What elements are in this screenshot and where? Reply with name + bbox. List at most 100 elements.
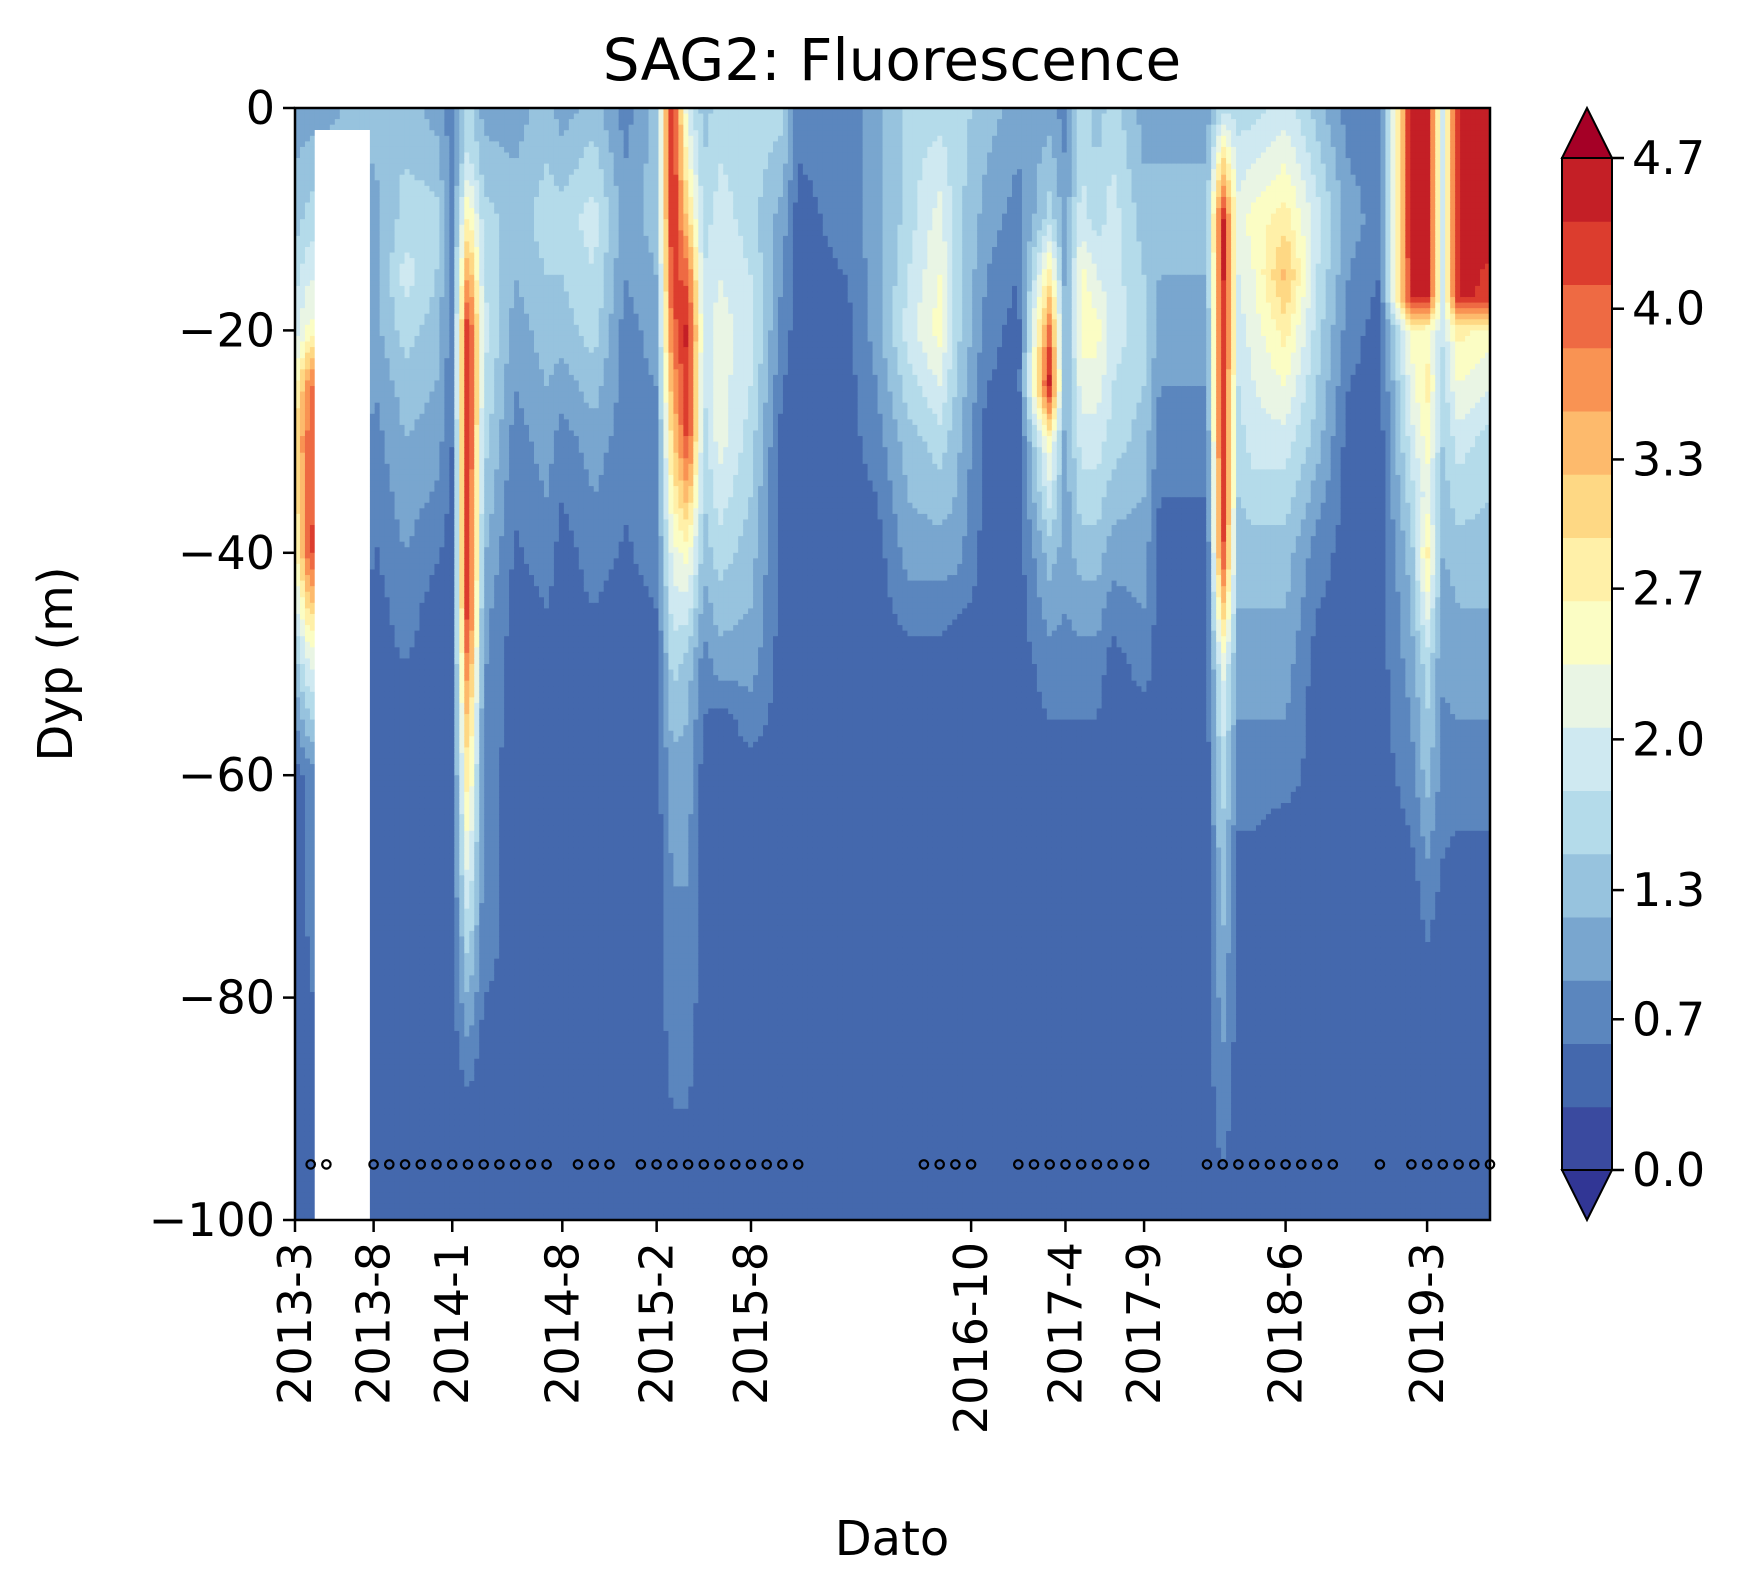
heatmap-cell	[310, 825, 316, 831]
heatmap-cell	[395, 397, 401, 403]
heatmap-cell	[395, 114, 401, 120]
heatmap-cell	[305, 675, 311, 681]
heatmap-cell	[405, 1131, 411, 1137]
heatmap-cell	[395, 253, 401, 259]
heatmap-cell	[370, 714, 376, 720]
heatmap-cell	[395, 1198, 401, 1204]
heatmap-cell	[375, 225, 381, 231]
heatmap-cell	[380, 975, 386, 981]
heatmap-cell	[380, 1181, 386, 1187]
heatmap-cell	[310, 481, 316, 487]
heatmap-cell	[415, 975, 421, 981]
heatmap-cell	[375, 959, 381, 965]
heatmap-cell	[370, 697, 376, 703]
heatmap-cell	[400, 686, 406, 692]
heatmap-cell	[305, 681, 311, 687]
heatmap-cell	[300, 1037, 306, 1043]
heatmap-cell	[415, 425, 421, 431]
heatmap-cell	[305, 708, 311, 714]
heatmap-cell	[380, 964, 386, 970]
heatmap-cell	[390, 753, 396, 759]
heatmap-cell	[310, 1120, 316, 1126]
heatmap-cell	[380, 136, 386, 142]
heatmap-cell	[415, 658, 421, 664]
heatmap-cell	[385, 1092, 391, 1098]
heatmap-cell	[370, 931, 376, 937]
heatmap-cell	[370, 336, 376, 342]
heatmap-cell	[305, 208, 311, 214]
heatmap-cell	[305, 936, 311, 942]
heatmap-cell	[390, 1092, 396, 1098]
heatmap-cell	[405, 942, 411, 948]
heatmap-cell	[380, 303, 386, 309]
heatmap-cell	[395, 180, 401, 186]
heatmap-cell	[390, 458, 396, 464]
heatmap-cell	[380, 569, 386, 575]
heatmap-cell	[380, 692, 386, 698]
heatmap-cell	[385, 975, 391, 981]
heatmap-cell	[390, 986, 396, 992]
heatmap-cell	[400, 141, 406, 147]
heatmap-cell	[400, 970, 406, 976]
heatmap-cell	[405, 1009, 411, 1015]
heatmap-cell	[380, 1131, 386, 1137]
heatmap-cell	[410, 464, 416, 470]
heatmap-cell	[410, 697, 416, 703]
heatmap-cell	[385, 742, 391, 748]
heatmap-cell	[300, 736, 306, 742]
heatmap-cell	[395, 670, 401, 676]
heatmap-cell	[395, 864, 401, 870]
heatmap-cell	[305, 959, 311, 965]
heatmap-cell	[400, 264, 406, 270]
heatmap-cell	[385, 864, 391, 870]
heatmap-cell	[300, 870, 306, 876]
heatmap-cell	[375, 330, 381, 336]
heatmap-cell	[385, 881, 391, 887]
heatmap-cell	[405, 1176, 411, 1182]
heatmap-cell	[390, 280, 396, 286]
heatmap-cell	[370, 886, 376, 892]
heatmap-cell	[405, 875, 411, 881]
heatmap-cell	[340, 119, 346, 125]
heatmap-cell	[380, 786, 386, 792]
heatmap-cell	[380, 436, 386, 442]
heatmap-cell	[405, 1070, 411, 1076]
heatmap-cell	[405, 1192, 411, 1198]
heatmap-cell	[300, 820, 306, 826]
heatmap-cell	[395, 1003, 401, 1009]
heatmap-cell	[375, 364, 381, 370]
heatmap-cell	[385, 136, 391, 142]
heatmap-cell	[390, 308, 396, 314]
heatmap-cell	[300, 297, 306, 303]
heatmap-cell	[405, 836, 411, 842]
heatmap-cell	[405, 998, 411, 1004]
heatmap-cell	[375, 592, 381, 598]
heatmap-cell	[300, 1131, 306, 1137]
heatmap-cell	[375, 169, 381, 175]
heatmap-cell	[410, 909, 416, 915]
heatmap-cell	[390, 336, 396, 342]
heatmap-cell	[415, 608, 421, 614]
heatmap-cell	[385, 436, 391, 442]
heatmap-cell	[410, 531, 416, 537]
heatmap-cell	[380, 1170, 386, 1176]
plot-area	[295, 108, 1494, 1221]
heatmap-cell	[380, 675, 386, 681]
heatmap-cell	[395, 514, 401, 520]
heatmap-cell	[310, 1198, 316, 1204]
heatmap-cell	[305, 1003, 311, 1009]
heatmap-cell	[380, 247, 386, 253]
heatmap-cell	[410, 847, 416, 853]
heatmap-cell	[390, 236, 396, 242]
heatmap-cell	[310, 542, 316, 548]
heatmap-cell	[400, 603, 406, 609]
heatmap-cell	[380, 464, 386, 470]
heatmap-cell	[405, 886, 411, 892]
heatmap-cell	[405, 130, 411, 136]
heatmap-cell	[415, 553, 421, 559]
heatmap-cell	[400, 558, 406, 564]
heatmap-cell	[415, 586, 421, 592]
heatmap-cell	[400, 425, 406, 431]
heatmap-cell	[395, 803, 401, 809]
heatmap-cell	[375, 275, 381, 281]
